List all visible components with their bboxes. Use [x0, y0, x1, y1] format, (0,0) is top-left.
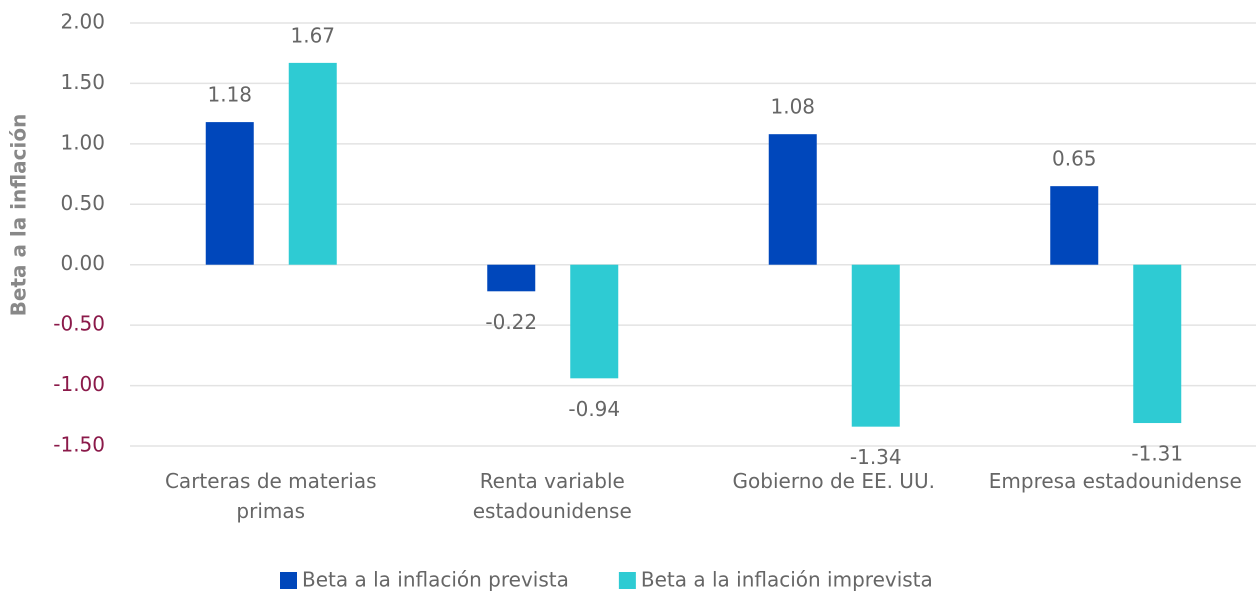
- x-tick-label: Carteras de materias primas: [164, 469, 377, 523]
- x-tick-label: Empresa estadounidense: [988, 469, 1242, 493]
- x-tick-label: Renta variable estadounidense: [472, 469, 632, 523]
- legend-label: Beta a la inflación prevista: [302, 568, 569, 592]
- data-label: -1.31: [1131, 442, 1183, 466]
- bar: [487, 264, 536, 292]
- y-tick-label: 0.00: [60, 251, 105, 275]
- data-label: 0.65: [1052, 147, 1097, 171]
- data-label: -0.22: [485, 310, 537, 334]
- x-tick-label: Gobierno de EE. UU.: [732, 469, 935, 493]
- y-tick-label: -1.00: [53, 372, 105, 396]
- y-tick-label: -0.50: [53, 312, 105, 336]
- legend-swatch: [618, 572, 636, 589]
- bar: [851, 264, 900, 427]
- bar: [768, 134, 817, 265]
- bar: [288, 62, 337, 265]
- y-axis-title: Beta a la inflación: [7, 114, 31, 317]
- y-tick-label: -1.50: [53, 433, 105, 457]
- y-tick-label: 2.00: [60, 10, 105, 34]
- data-label: 1.08: [770, 95, 815, 119]
- bar: [205, 122, 254, 265]
- data-label: 1.18: [207, 83, 252, 107]
- y-tick-label: 1.50: [60, 70, 105, 94]
- bar: [1133, 264, 1182, 424]
- bar: [570, 264, 619, 379]
- data-label: -1.34: [850, 445, 902, 469]
- y-tick-label: 1.00: [60, 130, 105, 154]
- data-label: -0.94: [568, 397, 620, 421]
- bar: [1050, 186, 1099, 265]
- data-label: 1.67: [290, 23, 335, 47]
- legend-swatch: [280, 572, 297, 589]
- y-tick-label: 0.50: [60, 191, 105, 215]
- legend-label: Beta a la inflación imprevista: [641, 568, 933, 592]
